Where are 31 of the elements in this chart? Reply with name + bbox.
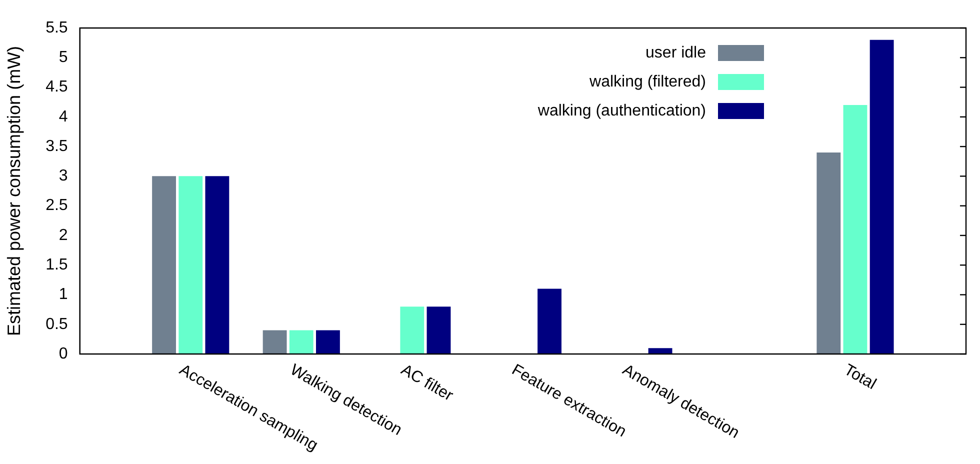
legend-label: walking (authentication) — [536, 102, 706, 120]
bar — [426, 306, 451, 354]
y-tick-label: 1 — [58, 286, 68, 304]
bar — [152, 176, 176, 354]
y-tick-label: 0.5 — [46, 316, 68, 333]
bar — [205, 176, 230, 354]
y-tick-label: 5.5 — [46, 19, 68, 36]
bar — [538, 288, 562, 354]
y-tick-label: 2.5 — [46, 197, 68, 214]
bar — [400, 306, 424, 354]
y-tick-label: 2 — [58, 226, 68, 244]
bar — [262, 330, 287, 354]
y-axis-title: Estimated power consumption (mW) — [4, 46, 24, 336]
bar — [648, 348, 672, 354]
legend-label: user idle — [646, 44, 706, 62]
y-tick-label: 3.5 — [46, 138, 68, 155]
y-tick-label: 3 — [58, 168, 68, 185]
y-tick-label: 1.5 — [46, 256, 68, 274]
y-tick-label: 0 — [58, 345, 68, 362]
x-tick-label: AC filter — [398, 361, 456, 405]
y-tick-label: 4 — [58, 108, 68, 126]
bar — [178, 176, 203, 354]
y-tick-label: 4.5 — [46, 78, 68, 96]
bar — [843, 105, 868, 354]
legend-label: walking (filtered) — [588, 73, 706, 90]
bar — [816, 152, 841, 354]
bar — [870, 40, 894, 354]
y-tick-label: 5 — [58, 49, 68, 66]
bar — [316, 330, 340, 354]
bar — [289, 330, 314, 354]
x-tick-label: Total — [841, 361, 879, 394]
